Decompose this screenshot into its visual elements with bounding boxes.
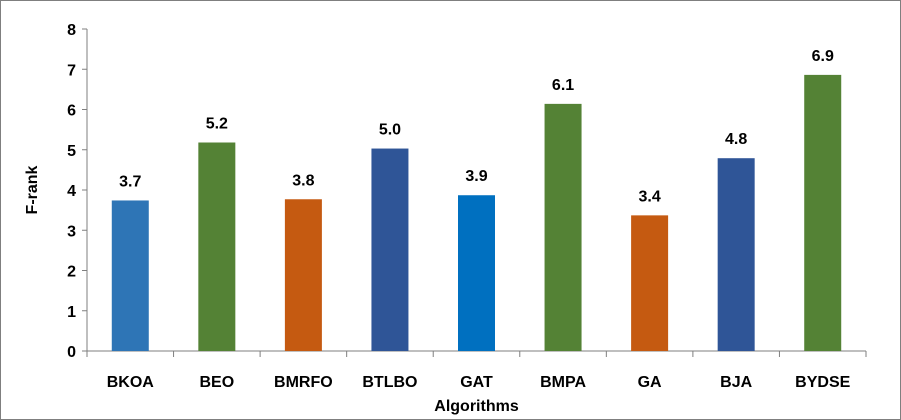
x-category-label: GA — [638, 374, 662, 391]
y-tick-label: 8 — [67, 22, 76, 39]
bar-bja — [717, 158, 755, 351]
bar-beo — [198, 142, 236, 351]
data-label-bmrfo: 3.8 — [292, 172, 314, 189]
x-category-label: BMRFO — [274, 374, 333, 391]
data-label-ga: 3.4 — [638, 188, 660, 205]
bar-btlbo — [371, 148, 409, 351]
x-category-label: BTLBO — [362, 374, 417, 391]
x-category-label: BKOA — [107, 374, 155, 391]
bar-bmrfo — [284, 199, 322, 351]
y-axis-title: F-rank — [24, 165, 41, 214]
y-tick-label: 6 — [67, 103, 76, 120]
data-label-bja: 4.8 — [725, 131, 747, 148]
data-label-bydse: 6.9 — [812, 48, 834, 65]
y-tick-label: 5 — [67, 143, 76, 160]
x-category-label: GAT — [460, 374, 493, 391]
x-category-label: BYDSE — [795, 374, 850, 391]
data-label-bmpa: 6.1 — [552, 77, 574, 94]
y-tick-label: 0 — [67, 344, 76, 361]
data-label-btlbo: 5.0 — [379, 122, 401, 139]
bar-bmpa — [544, 103, 582, 352]
bar-gat — [458, 195, 495, 351]
bar-bkoa — [111, 200, 149, 351]
y-tick-label: 1 — [67, 304, 76, 321]
x-category-label: BJA — [720, 374, 752, 391]
x-category-label: BMPA — [540, 374, 586, 391]
data-label-beo: 5.2 — [206, 116, 228, 133]
bar-ga — [631, 215, 669, 351]
x-category-label: BEO — [199, 374, 234, 391]
y-tick-label: 4 — [67, 183, 76, 200]
y-tick-label: 2 — [67, 264, 76, 281]
y-tick-label: 3 — [67, 223, 76, 240]
y-tick-label: 7 — [67, 62, 76, 79]
data-label-gat: 3.9 — [465, 168, 487, 185]
x-axis-title: Algorithms — [434, 398, 519, 415]
data-label-bkoa: 3.7 — [119, 173, 141, 190]
bar-bydse — [804, 74, 842, 351]
